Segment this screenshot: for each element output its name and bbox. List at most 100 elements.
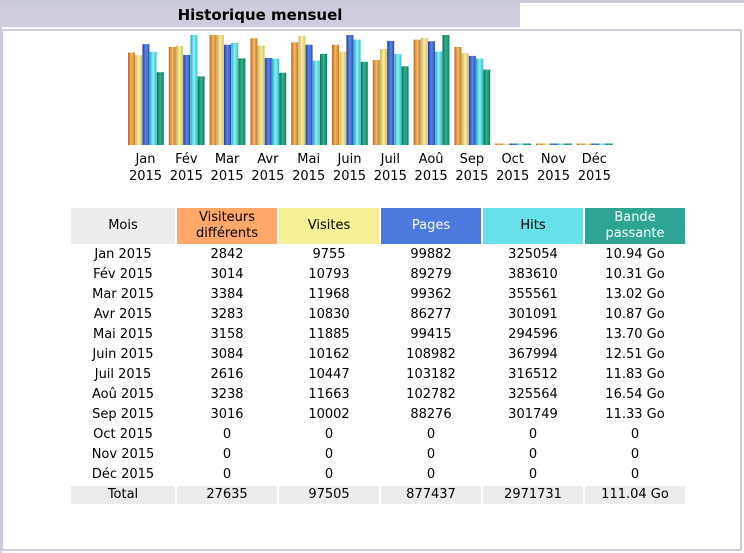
bar-pages <box>142 44 150 146</box>
bar-pages <box>550 143 558 145</box>
cell-bandwidth: 10.31 Go <box>605 267 665 282</box>
bar-visits <box>298 35 306 145</box>
bar-hits <box>394 54 402 146</box>
cell-visitors: 3014 <box>210 267 244 282</box>
month-label: Oct 2015 <box>492 151 533 185</box>
cell-visitors: 3158 <box>210 327 244 342</box>
cell-month: Juin 2015 <box>92 347 154 362</box>
bar-bandwidth <box>360 61 368 145</box>
month-label: Mar 2015 <box>207 151 248 185</box>
month-year: 2015 <box>455 169 489 184</box>
month-label: Jan 2015 <box>125 151 166 185</box>
month-year: 2015 <box>536 169 571 184</box>
cell-pages: 0 <box>426 427 436 442</box>
cell-visitors: 0 <box>222 467 232 482</box>
header-bandwidth: Bande passante <box>585 208 685 244</box>
month-year: 2015 <box>292 169 326 184</box>
header-visits: Visites <box>279 208 379 244</box>
bar-visits <box>176 45 183 145</box>
bar-bandwidth <box>483 69 491 145</box>
bar-pages <box>305 44 313 146</box>
total-visitors: 27635 <box>177 486 277 504</box>
bar-visits <box>257 45 265 145</box>
month-year: 2015 <box>496 169 530 184</box>
total-visits: 97505 <box>279 486 379 504</box>
month-year: 2015 <box>577 169 611 184</box>
cell-bandwidth: 13.70 Go <box>605 327 665 342</box>
bar-bandwidth <box>238 58 246 145</box>
month-label: Mai 2015 <box>288 151 329 185</box>
bar-bandwidth <box>320 53 327 145</box>
cell-visits: 11885 <box>308 327 350 342</box>
cell-hits: 0 <box>528 467 538 482</box>
cell-bandwidth: 10.94 Go <box>605 247 665 262</box>
header-visitors: Visiteurs différents <box>177 208 277 244</box>
monthly-stats-table: Mois Visiteurs différents Visites Pages … <box>69 206 687 506</box>
month-year: 2015 <box>128 169 163 184</box>
bar-bandwidth <box>401 66 409 145</box>
cell-bandwidth: 11.33 Go <box>605 407 665 422</box>
bar-bandwidth <box>442 35 450 145</box>
bar-visitors <box>168 47 176 145</box>
cell-hits: 0 <box>528 447 538 462</box>
bar-visits <box>502 143 510 145</box>
title-bar <box>0 3 520 27</box>
cell-month: Jan 2015 <box>94 247 152 262</box>
cell-month: Déc 2015 <box>91 467 155 482</box>
cell-visits: 0 <box>324 427 334 442</box>
bar-hits <box>516 143 524 145</box>
bar-pages <box>264 57 272 145</box>
cell-hits: 367994 <box>508 347 558 362</box>
top-border <box>0 0 744 3</box>
bar-visitors <box>576 143 584 145</box>
header-hits: Hits <box>483 208 583 244</box>
cell-visits: 11663 <box>308 387 350 402</box>
total-row: Total 27635 97505 877437 2971731 111.04 … <box>71 486 685 504</box>
bar-visitors <box>454 47 462 145</box>
table-row: Mai 2015 3158 11885 99415 294596 13.70 Go <box>71 326 685 344</box>
cell-bandwidth: 10.87 Go <box>605 307 665 322</box>
cell-month: Fév 2015 <box>93 267 153 282</box>
table-row: Avr 2015 3283 10830 86277 301091 10.87 Go <box>71 306 685 324</box>
month-year: 2015 <box>210 169 244 184</box>
cell-visitors: 3238 <box>210 387 244 402</box>
table-row: Nov 2015 0 0 0 0 0 <box>71 446 685 464</box>
cell-bandwidth: 16.54 Go <box>605 387 665 402</box>
header-month: Mois <box>71 208 175 244</box>
bar-pages <box>224 44 231 146</box>
bar-bandwidth <box>156 72 164 145</box>
bar-visitors <box>209 35 217 145</box>
bar-pages <box>468 55 476 145</box>
cell-month: Mai 2015 <box>92 327 153 342</box>
month-year: 2015 <box>332 169 367 184</box>
cell-visits: 10793 <box>308 267 350 282</box>
table-row: Juil 2015 2616 10447 103182 316512 11.83 Go <box>71 366 685 384</box>
bar-hits <box>476 58 483 145</box>
cell-pages: 102782 <box>406 387 456 402</box>
cell-month: Juil 2015 <box>94 367 152 382</box>
cell-hits: 355561 <box>508 287 558 302</box>
cell-month: Oct 2015 <box>93 427 153 442</box>
cell-pages: 0 <box>426 467 436 482</box>
table-row: Oct 2015 0 0 0 0 0 <box>71 426 685 444</box>
bar-pages <box>346 35 354 145</box>
bar-hits <box>190 35 198 145</box>
bar-bandwidth <box>605 143 613 145</box>
table-row: Déc 2015 0 0 0 0 0 <box>71 466 685 484</box>
bar-visitors <box>536 143 543 145</box>
month-name: Déc <box>581 152 607 167</box>
month-label: Aoû 2015 <box>411 151 452 185</box>
table-row: Sep 2015 3016 10002 88276 301749 11.33 Go <box>71 406 685 424</box>
bar-pages <box>387 40 395 145</box>
month-year: 2015 <box>414 169 448 184</box>
cell-month: Avr 2015 <box>93 307 153 322</box>
bar-hits <box>353 39 361 145</box>
cell-visits: 11968 <box>308 287 350 302</box>
month-name: Mai <box>297 152 321 167</box>
total-label: Total <box>71 486 175 504</box>
cell-hits: 325564 <box>508 387 558 402</box>
cell-bandwidth: 13.02 Go <box>605 287 665 302</box>
cell-bandwidth: 12.51 Go <box>605 347 665 362</box>
month-year: 2015 <box>373 169 407 184</box>
cell-pages: 103182 <box>406 367 456 382</box>
